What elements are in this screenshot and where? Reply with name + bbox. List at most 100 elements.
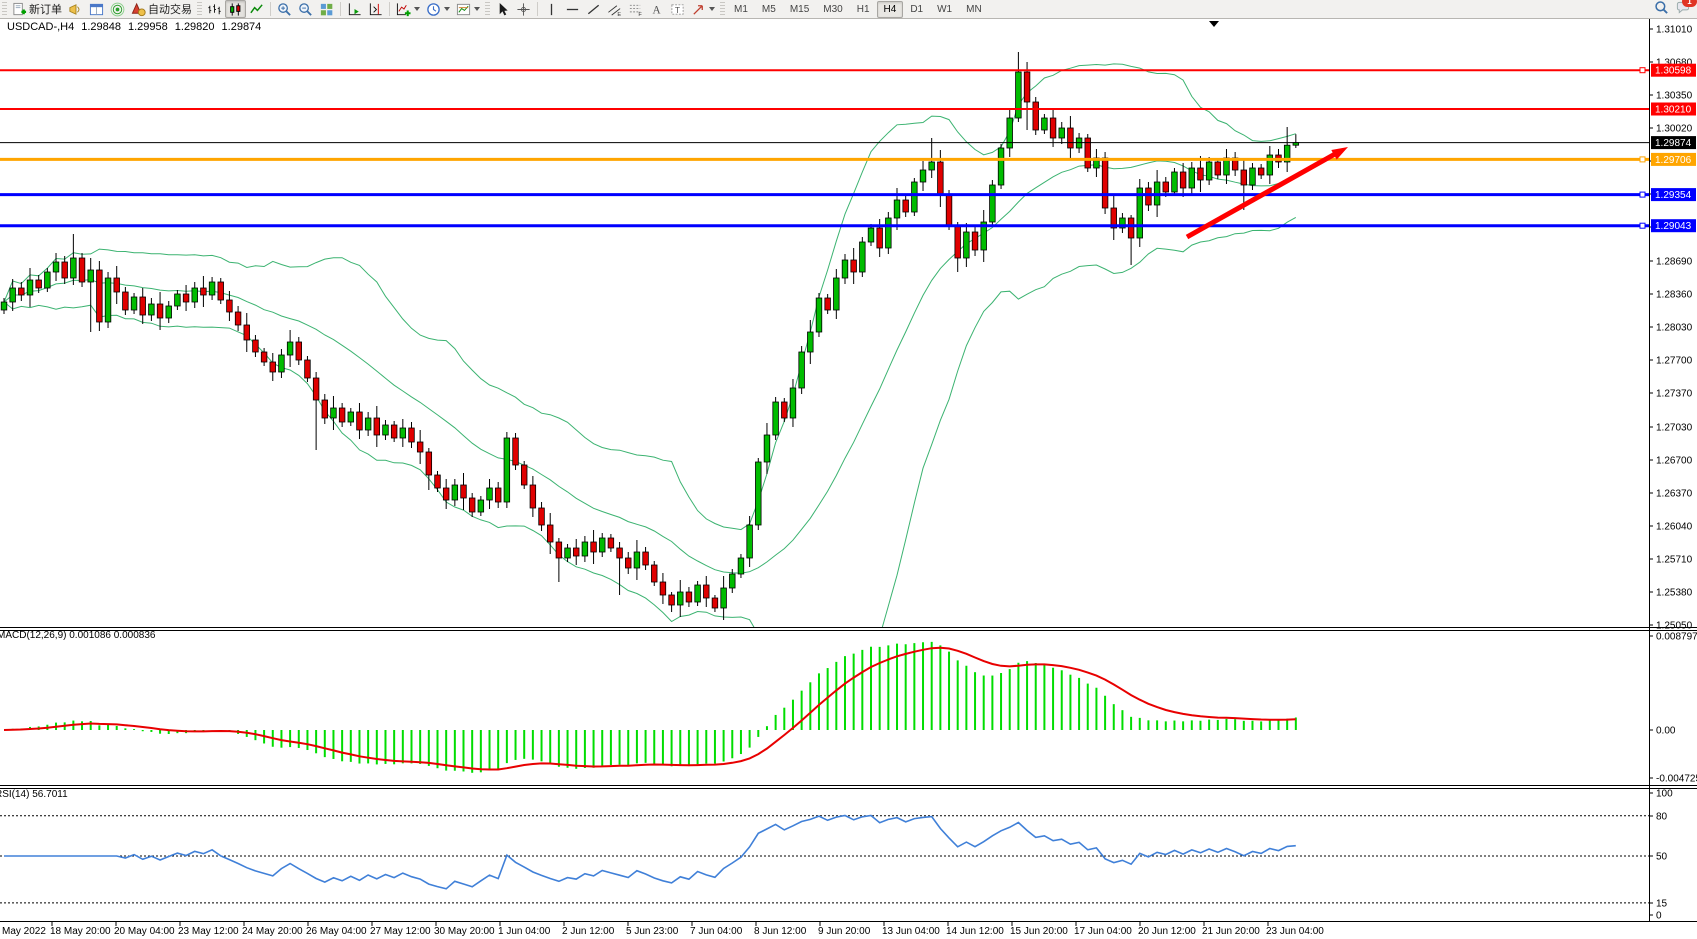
candle-body <box>798 351 805 389</box>
candle-body <box>35 279 42 289</box>
price-axis-label: 1.27370 <box>1656 389 1693 400</box>
indicators-button[interactable] <box>393 0 423 18</box>
line-chart-button[interactable] <box>246 0 267 18</box>
svg-text:E: E <box>617 12 621 17</box>
candle-body <box>642 551 649 566</box>
candle-body <box>312 377 320 401</box>
timeframe-button-m15[interactable]: M15 <box>789 3 810 15</box>
candle-body <box>0 301 8 311</box>
trend-arrow-head[interactable] <box>1331 147 1348 160</box>
toolbar-grip[interactable] <box>2 2 7 16</box>
candle-body <box>937 161 944 196</box>
candle-body <box>1283 144 1291 163</box>
candle-body <box>607 537 615 549</box>
candle-body <box>460 484 467 499</box>
candle-body <box>1023 71 1031 103</box>
timeframe-button-m1[interactable]: M1 <box>734 3 748 15</box>
candle-body <box>234 311 242 326</box>
text-label-button[interactable]: T <box>667 0 688 18</box>
periods-button[interactable] <box>423 0 453 18</box>
candle-body <box>96 269 103 323</box>
candle-body <box>529 484 537 509</box>
signals-button[interactable] <box>107 0 128 18</box>
notifications-button[interactable]: 1 <box>1675 0 1697 18</box>
candle-body <box>711 597 719 609</box>
price-axis-label: 1.28690 <box>1656 257 1693 268</box>
candle-body <box>260 351 268 363</box>
candle-body <box>182 293 190 303</box>
candle-body <box>1205 161 1213 181</box>
autotrade-label: 自动交易 <box>148 4 192 16</box>
text-button[interactable]: A <box>646 0 667 18</box>
shift-marker-icon[interactable] <box>1209 21 1219 27</box>
timeframe-button-mn[interactable]: MN <box>966 3 982 15</box>
line-handle[interactable] <box>1639 67 1646 74</box>
periods-dropdown-caret[interactable] <box>444 7 450 11</box>
time-axis-label: 23 Jun 04:00 <box>1266 926 1324 937</box>
bollinger-lower-band <box>3 216 1297 627</box>
toolbar-grip[interactable] <box>485 2 490 16</box>
market-watch-button[interactable] <box>86 0 107 18</box>
sound-alert-button[interactable] <box>65 0 86 18</box>
timeframe-button-h1[interactable]: H1 <box>856 3 870 15</box>
zoom-out-button[interactable] <box>295 0 316 18</box>
time-axis-label: 26 May 04:00 <box>306 926 367 937</box>
autotrade-button[interactable]: 自动交易 <box>128 0 195 18</box>
candle-body <box>1119 217 1126 229</box>
templates-button[interactable] <box>453 0 483 18</box>
main-pane <box>0 52 1300 627</box>
rsi-axis-label: 100 <box>1656 789 1673 800</box>
price-axis-label: 1.26370 <box>1656 489 1693 500</box>
candle-body <box>521 464 528 486</box>
timeframe-button-d1[interactable]: D1 <box>910 3 924 15</box>
vertical-line-button[interactable] <box>541 0 562 18</box>
candle-body <box>364 417 372 431</box>
candle-body <box>1136 187 1143 239</box>
arrow-objects-dropdown-caret[interactable] <box>709 7 715 11</box>
rsi-axis-label: 80 <box>1656 812 1668 823</box>
candle-body <box>885 217 892 249</box>
timeframe-button-m30[interactable]: M30 <box>823 3 843 15</box>
line-handle[interactable] <box>1639 222 1646 229</box>
candle-body <box>425 451 433 476</box>
templates-dropdown-caret[interactable] <box>474 7 480 11</box>
arrow-objects-button[interactable] <box>688 0 718 18</box>
time-axis-label: 30 May 20:00 <box>434 926 495 937</box>
candle-body <box>1058 127 1065 139</box>
fibonacci-button[interactable]: F <box>625 0 646 18</box>
toolbar-grip[interactable] <box>720 2 725 16</box>
trendline-button[interactable] <box>583 0 604 18</box>
cursor-button[interactable] <box>492 0 513 18</box>
level-lines <box>0 67 1649 229</box>
timeframe-button-w1[interactable]: W1 <box>937 3 953 15</box>
indicators-dropdown-caret[interactable] <box>414 7 420 11</box>
channel-button[interactable]: E <box>604 0 625 18</box>
candle-body <box>833 277 840 311</box>
timeframe-button-h4[interactable]: H4 <box>876 0 904 18</box>
toolbar-grip[interactable] <box>197 2 202 16</box>
bar-chart-button[interactable] <box>204 0 225 18</box>
new-order-button[interactable]: 新订单 <box>9 0 65 18</box>
candle-body <box>902 199 909 213</box>
zoom-in-button[interactable] <box>274 0 295 18</box>
candlestick-chart-button[interactable] <box>225 0 246 18</box>
chart-shift-button[interactable] <box>365 0 386 18</box>
candle-body <box>113 277 120 293</box>
line-handle[interactable] <box>1639 156 1646 163</box>
bar-chart-icon <box>207 2 222 17</box>
candle-body <box>772 401 779 436</box>
timeframe-button-m5[interactable]: M5 <box>761 3 776 15</box>
crosshair-button[interactable] <box>513 0 534 18</box>
auto-scroll-button[interactable] <box>344 0 365 18</box>
search-icon[interactable] <box>1654 0 1669 18</box>
price-tag <box>1651 188 1696 202</box>
candle-body <box>547 524 554 543</box>
line-handle[interactable] <box>1639 191 1646 198</box>
tile-windows-button[interactable] <box>316 0 337 18</box>
horizontal-line-button[interactable] <box>562 0 583 18</box>
candle-body <box>78 257 86 283</box>
cursor-icon <box>495 2 510 17</box>
trend-arrow-shaft[interactable] <box>1185 151 1337 240</box>
